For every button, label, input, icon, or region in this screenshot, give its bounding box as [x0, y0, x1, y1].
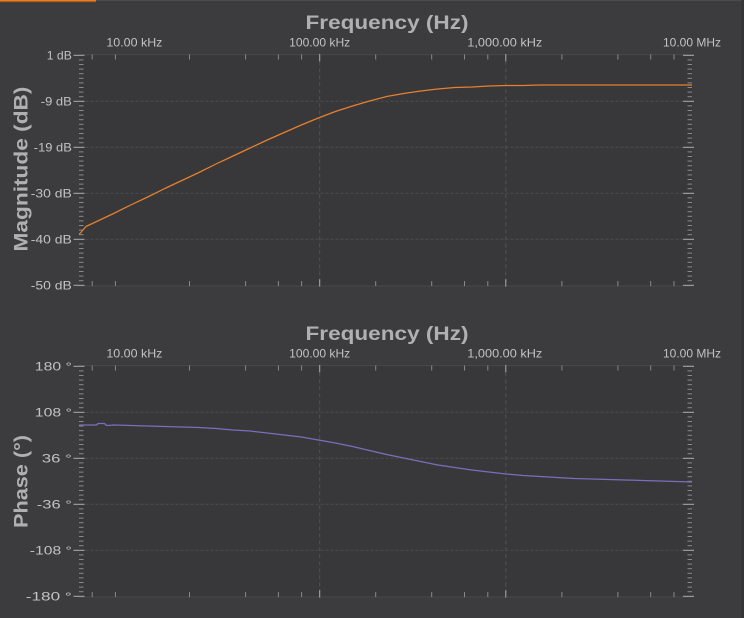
svg-text:10.00 MHz: 10.00 MHz [663, 36, 721, 50]
svg-text:36 °: 36 ° [42, 452, 72, 466]
svg-text:-9 dB: -9 dB [41, 95, 72, 109]
svg-text:10.00 kHz: 10.00 kHz [106, 347, 162, 361]
svg-text:10.00 MHz: 10.00 MHz [663, 347, 721, 361]
svg-text:1 dB: 1 dB [47, 49, 72, 63]
svg-text:108 °: 108 ° [35, 406, 72, 420]
svg-text:1,000.00 kHz: 1,000.00 kHz [467, 347, 542, 361]
svg-text:-30 dB: -30 dB [31, 187, 72, 201]
svg-text:-36 °: -36 ° [37, 498, 72, 512]
svg-text:1,000.00 kHz: 1,000.00 kHz [467, 36, 542, 50]
svg-text:Frequency (Hz): Frequency (Hz) [306, 13, 469, 34]
svg-text:10.00 kHz: 10.00 kHz [106, 36, 162, 50]
svg-text:Phase (°): Phase (°) [12, 435, 33, 528]
svg-text:-19 dB: -19 dB [34, 141, 72, 155]
svg-text:Frequency (Hz): Frequency (Hz) [306, 324, 469, 345]
svg-text:180 °: 180 ° [35, 360, 72, 374]
svg-text:-180 °: -180 ° [26, 590, 72, 604]
svg-text:-108 °: -108 ° [30, 544, 72, 558]
svg-text:100.00 kHz: 100.00 kHz [289, 36, 350, 50]
svg-text:100.00 kHz: 100.00 kHz [289, 347, 350, 361]
svg-text:-50 dB: -50 dB [31, 279, 72, 293]
svg-text:-40 dB: -40 dB [31, 233, 72, 247]
svg-text:Magnitude (dB): Magnitude (dB) [12, 87, 33, 252]
